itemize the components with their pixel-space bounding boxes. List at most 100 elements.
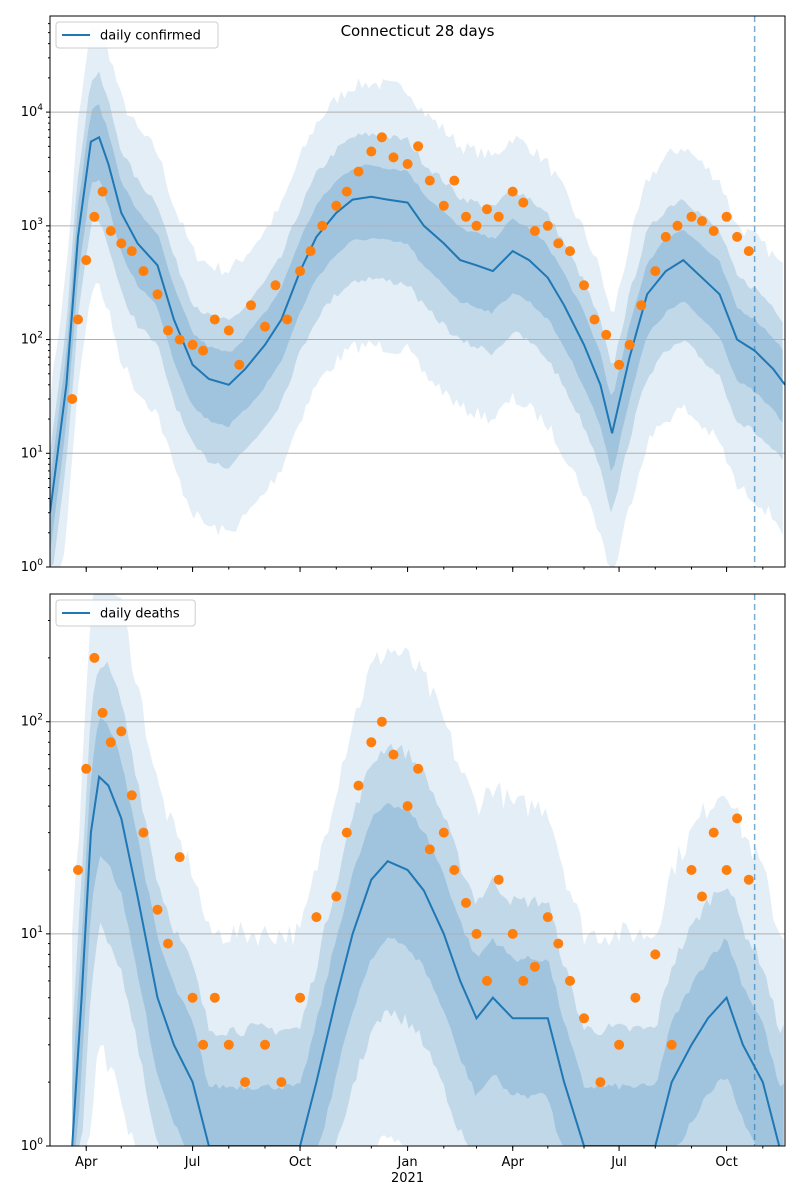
- data-point: [353, 166, 364, 177]
- data-point: [295, 992, 306, 1003]
- data-point: [305, 246, 316, 257]
- data-point: [97, 707, 108, 718]
- data-point: [507, 186, 518, 197]
- x-tick-label: Oct: [715, 1155, 737, 1170]
- data-point: [553, 238, 564, 249]
- data-point: [163, 938, 173, 949]
- data-point: [708, 226, 719, 236]
- data-point: [67, 394, 78, 404]
- y-tick-label: 101: [21, 444, 43, 461]
- x-tick-label: Jul: [610, 1155, 627, 1170]
- x-year-label: 2021: [391, 1171, 424, 1186]
- uncertainty-band-outer: [72, 594, 784, 1146]
- x-tick-label: Apr: [501, 1155, 524, 1170]
- data-point: [482, 975, 492, 986]
- data-point: [152, 289, 163, 300]
- series-line: [50, 135, 785, 513]
- legend-label: daily deaths: [100, 607, 180, 622]
- data-point: [507, 928, 518, 939]
- data-point: [461, 211, 471, 222]
- legend-box: [55, 21, 219, 49]
- y-tick-label: 102: [21, 331, 43, 348]
- data-point: [424, 844, 435, 855]
- data-point: [270, 280, 281, 291]
- data-point: [260, 1039, 270, 1050]
- data-point: [471, 928, 482, 939]
- data-point: [686, 865, 697, 875]
- plot-area-1: [50, 16, 785, 567]
- data-point: [601, 329, 612, 340]
- uncertainty-band-mid: [72, 661, 784, 1146]
- data-point: [493, 874, 504, 885]
- data-point: [376, 132, 387, 143]
- data-point: [97, 186, 108, 197]
- y-tick-label: 102: [21, 713, 43, 730]
- data-point: [493, 211, 504, 222]
- data-point: [331, 200, 342, 211]
- data-point: [388, 749, 399, 760]
- data-point: [721, 865, 732, 875]
- data-point: [650, 949, 661, 960]
- data-point: [743, 246, 754, 257]
- x-tick-label: Apr: [75, 1155, 98, 1170]
- data-point: [260, 321, 270, 332]
- data-point: [529, 226, 540, 236]
- y-tick-label: 103: [21, 217, 43, 234]
- panel-1: 100 101 102 103 104 Connecticut 28 days daily …: [21, 15, 786, 575]
- data-point: [449, 175, 460, 186]
- data-point: [81, 763, 92, 774]
- data-point: [721, 211, 732, 222]
- y-tick-label: 101: [21, 925, 43, 942]
- data-point: [743, 874, 754, 885]
- data-point: [732, 231, 743, 242]
- data-point: [187, 339, 198, 350]
- data-point: [116, 238, 127, 249]
- data-point: [518, 197, 529, 208]
- data-point: [595, 1077, 606, 1088]
- data-point: [518, 975, 529, 986]
- data-point: [276, 1077, 287, 1088]
- x-tick-label: Jul: [184, 1155, 201, 1170]
- data-point: [311, 912, 322, 923]
- data-point: [174, 334, 185, 345]
- data-point: [209, 314, 220, 325]
- data-point: [579, 280, 589, 291]
- data-point: [223, 325, 234, 336]
- data-point: [366, 146, 377, 157]
- panel-2: 100 101 102 Apr Jul Oct Jan Apr Jul Oct 2021 daily …: [21, 593, 786, 1186]
- data-point: [449, 865, 460, 875]
- data-point: [376, 716, 387, 727]
- data-point: [471, 220, 482, 231]
- data-point: [116, 726, 127, 737]
- data-point: [402, 801, 413, 812]
- y-tick-label: 100: [21, 1137, 44, 1154]
- data-point: [672, 220, 683, 231]
- data-point: [317, 220, 328, 231]
- y-tick-label: 100: [21, 558, 44, 575]
- data-point: [697, 891, 707, 902]
- data-point: [105, 226, 116, 236]
- data-point: [353, 780, 364, 791]
- data-point: [89, 211, 100, 222]
- data-point: [223, 1039, 234, 1050]
- data-point: [636, 300, 647, 311]
- data-point: [388, 152, 399, 163]
- x-tick-label: Jan: [397, 1155, 418, 1170]
- x-tick-label: Oct: [289, 1155, 311, 1170]
- data-point: [187, 992, 198, 1003]
- uncertainty-band-inner: [72, 717, 784, 1146]
- data-point: [482, 204, 492, 215]
- axes-frame: [49, 15, 786, 568]
- data-point: [529, 961, 540, 972]
- data-point: [126, 790, 137, 801]
- data-point: [105, 737, 116, 748]
- data-point: [126, 246, 137, 257]
- data-point: [73, 865, 83, 875]
- chart-title: Connecticut 28 days: [341, 22, 495, 40]
- data-point: [341, 186, 352, 197]
- data-point: [630, 992, 641, 1003]
- legend: daily deaths: [55, 599, 196, 627]
- data-point: [163, 325, 173, 336]
- plot-area-2: [50, 594, 785, 1146]
